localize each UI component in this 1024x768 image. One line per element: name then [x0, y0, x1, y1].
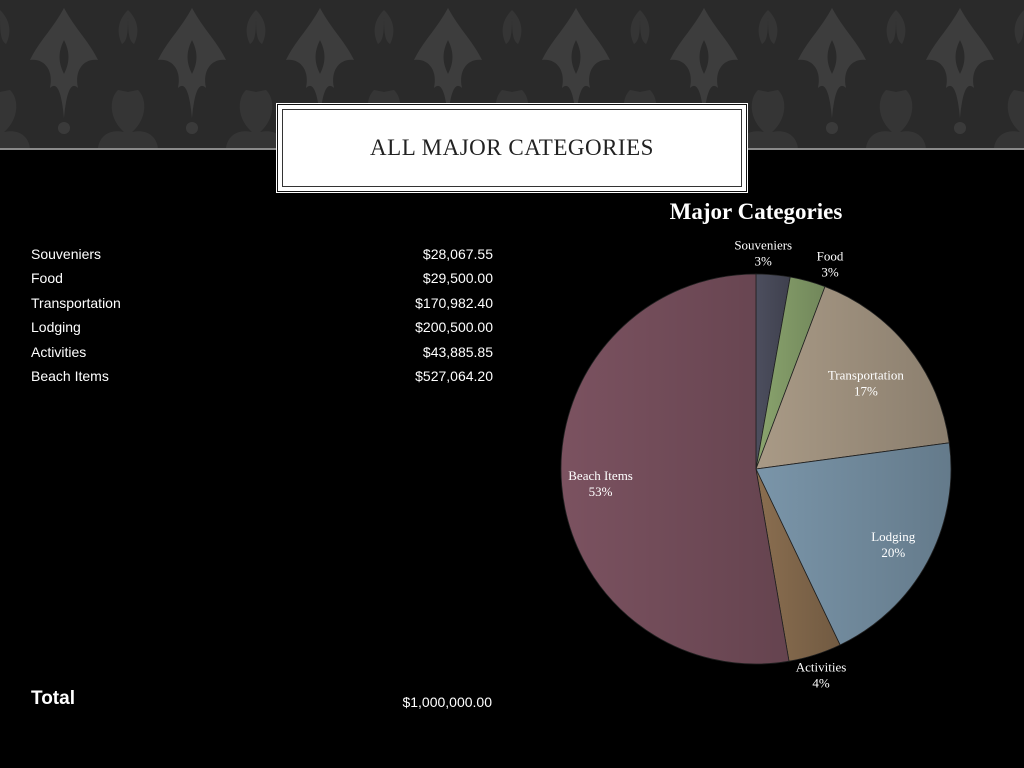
- pie-slice-shading: [756, 442, 951, 645]
- row-value: $28,067.55: [422, 246, 493, 262]
- pie-slice-shading: [756, 277, 826, 469]
- row-label: Food: [31, 270, 63, 287]
- chart-title: Major Categories: [669, 199, 843, 224]
- row-label: Beach Items: [31, 367, 109, 384]
- table-row: Beach Items $527,064.20: [31, 368, 493, 392]
- slice-percent-label: 17%: [854, 384, 878, 399]
- table-row: Transportation $170,982.40: [31, 295, 493, 319]
- slice-percent-label: 53%: [589, 484, 613, 499]
- slice-percent-label: 3%: [821, 264, 839, 279]
- slice-category-label: Food: [817, 248, 844, 263]
- slice-percent-label: 20%: [881, 545, 905, 560]
- row-label: Activities: [31, 343, 87, 360]
- table-row: Lodging $200,500.00: [31, 319, 493, 343]
- row-label: Lodging: [31, 319, 81, 336]
- pie-slice-shading: [756, 469, 841, 662]
- row-value: $29,500.00: [422, 270, 493, 287]
- slice-percent-label: 3%: [755, 253, 773, 268]
- slice-category-label: Transportation: [828, 368, 905, 383]
- table-row: Souveniers $28,067.55: [31, 246, 493, 270]
- row-label: Transportation: [31, 294, 121, 311]
- pie-slice-shading: [756, 286, 950, 469]
- row-value: $170,982.40: [415, 294, 493, 311]
- table-row: Food $29,500.00: [31, 270, 493, 294]
- pie-slice-shading: [561, 274, 790, 664]
- slice-category-label: Lodging: [871, 529, 916, 544]
- slice-percent-label: 4%: [812, 675, 830, 690]
- slice-category-label: Activities: [796, 659, 847, 674]
- slice-category-label: Souveniers: [734, 237, 792, 252]
- category-table: Souveniers $28,067.55 Food $29,500.00 Tr…: [31, 246, 493, 392]
- row-value: $43,885.85: [422, 343, 493, 360]
- slide-title: All Major Categories: [370, 135, 654, 160]
- row-value: $527,064.20: [415, 367, 493, 384]
- row-value: $200,500.00: [415, 319, 493, 336]
- total-value: $1,000,000.00: [402, 694, 492, 710]
- slice-category-label: Beach Items: [568, 468, 633, 483]
- total-label: Total: [31, 688, 75, 709]
- table-row: Activities $43,885.85: [31, 344, 493, 368]
- row-label: Souveniers: [31, 246, 102, 262]
- slide-title-box: All Major Categories: [276, 103, 748, 193]
